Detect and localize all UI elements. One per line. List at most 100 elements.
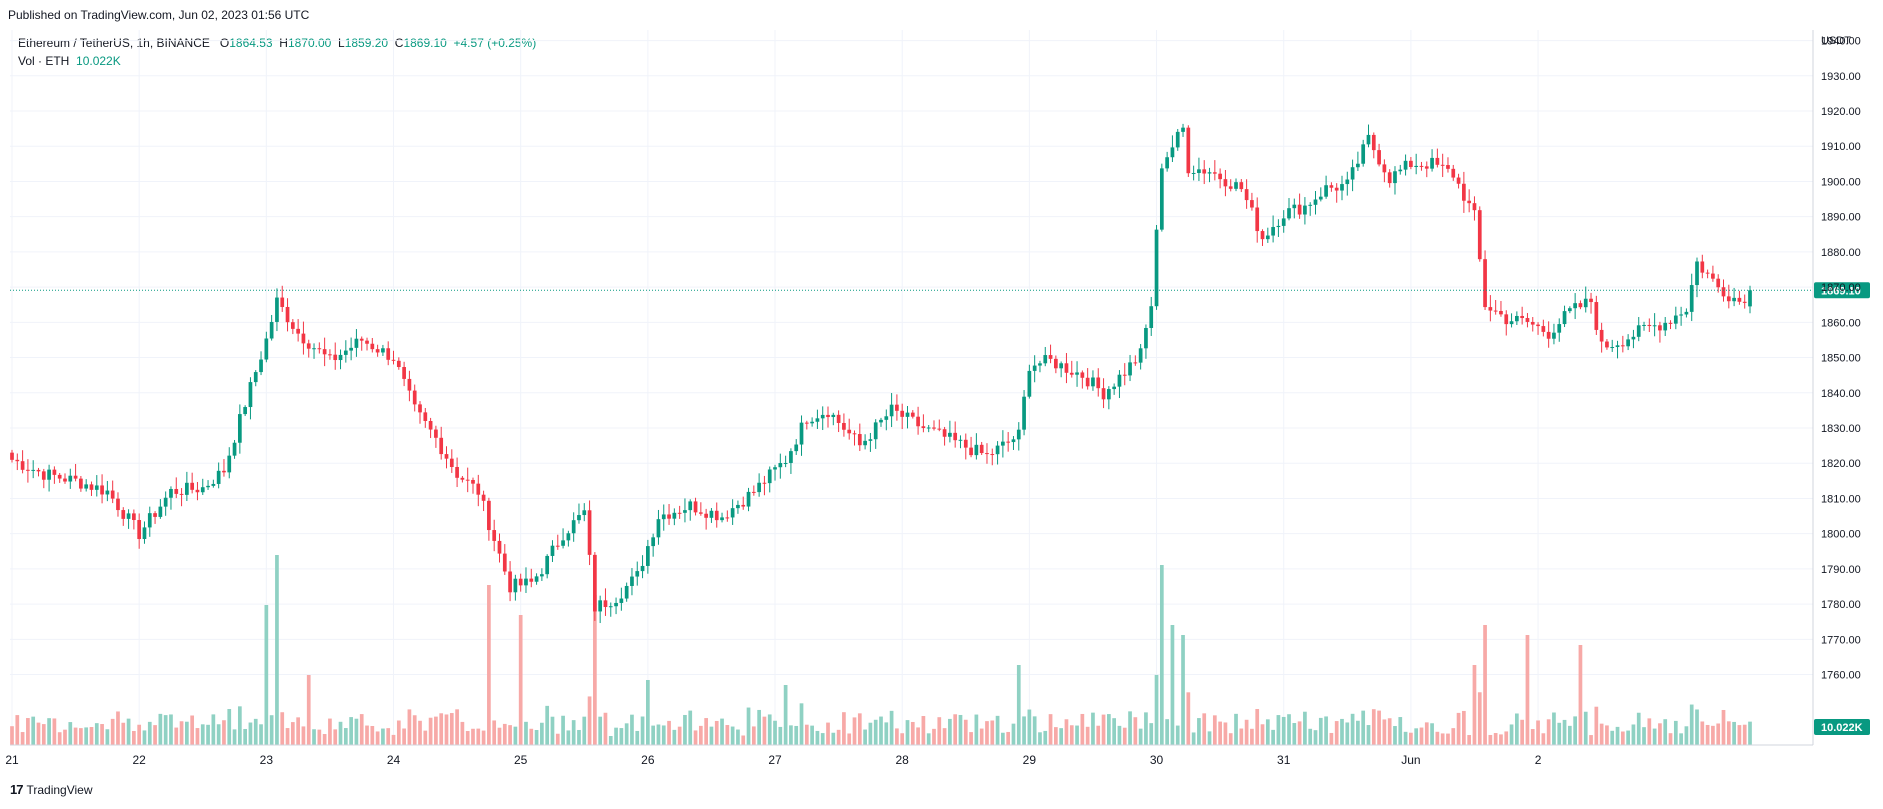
candle-body (730, 508, 735, 518)
candle-body (84, 484, 89, 489)
volume-bar (1181, 635, 1185, 745)
candle-body (1212, 172, 1217, 174)
candle-body (349, 347, 353, 351)
volume-bar (1387, 718, 1392, 745)
candle-body (1154, 229, 1159, 307)
candle-body (100, 485, 104, 495)
candle-body (216, 470, 221, 484)
volume-bar (1043, 730, 1048, 745)
candle-body (1663, 322, 1668, 331)
volume-bar (889, 710, 894, 745)
candle-body (1472, 203, 1477, 211)
volume-bar (402, 728, 406, 745)
volume-bar (593, 595, 597, 745)
candle-body (264, 338, 269, 360)
candle-body (1514, 315, 1519, 322)
candle-body (1271, 227, 1275, 236)
volume-bar (301, 726, 306, 745)
volume-bar (1525, 635, 1530, 745)
candle-body (73, 475, 78, 479)
candle-body (1218, 173, 1222, 180)
last-price-label: 1869.10 (1821, 285, 1861, 297)
candle-body (524, 578, 528, 586)
volume-bar (1255, 709, 1260, 745)
candle-body (608, 606, 613, 608)
footer-brand[interactable]: 17 TradingView (10, 782, 93, 797)
volume-bar (1552, 712, 1556, 745)
candle-body (1530, 321, 1535, 325)
candle-body (1361, 144, 1366, 164)
volume-bar (725, 725, 730, 745)
candle-body (582, 510, 587, 516)
candle-body (1673, 315, 1678, 324)
candle-body (280, 297, 285, 307)
volume-bar (1605, 725, 1609, 745)
price-tick-label: 1860.00 (1821, 317, 1861, 329)
candle-body (1631, 336, 1636, 340)
change-value: +4.57 (+0.25%) (453, 36, 537, 50)
candle-body (1456, 177, 1461, 184)
volume-bar (471, 728, 475, 745)
volume-bar (1419, 727, 1424, 745)
candle-body (1695, 261, 1699, 286)
symbol-name[interactable]: Ethereum / TetherUS, 1h, BINANCE (18, 36, 210, 50)
candle-body (1340, 184, 1344, 191)
candle-body (1117, 374, 1122, 387)
volume-bar (1578, 645, 1583, 745)
candle-body (1250, 200, 1254, 208)
volume-bar (110, 718, 115, 745)
volume-bar (264, 605, 269, 745)
volume-bar (958, 714, 963, 745)
volume-bar (1446, 733, 1450, 745)
volume-bar (1016, 665, 1021, 745)
candle-body (916, 416, 920, 427)
volume-bar (847, 733, 852, 745)
candle-body (1228, 186, 1233, 189)
volume-bar (1673, 720, 1678, 745)
volume-bar (751, 726, 756, 745)
volume-bar (608, 736, 613, 745)
volume-bar (614, 727, 618, 745)
candle-body (439, 437, 444, 455)
candle-body (1684, 311, 1689, 315)
candle-body (195, 489, 200, 493)
candle-body (1265, 235, 1270, 240)
candle-body (1594, 302, 1599, 330)
candle-body (200, 487, 205, 493)
volume-bar (116, 711, 120, 745)
candle-body (1244, 189, 1249, 201)
volume-bar (476, 728, 481, 745)
candle-body (1016, 429, 1021, 440)
volume-bar (1038, 732, 1042, 745)
volume-bar (1239, 728, 1244, 745)
volume-bar (492, 720, 497, 745)
price-chart[interactable]: 1869.10 10.022K 1940.00 1930.00 1920.00 1910… (0, 0, 1883, 780)
candle-body (1578, 303, 1583, 308)
candle-body (476, 483, 481, 495)
candle-body (1080, 372, 1085, 378)
time-axis: 21 22 23 24 25 26 27 28 29 30 31 Jun 2 (5, 744, 1813, 767)
candle-body (963, 439, 968, 448)
candle-body (630, 576, 634, 586)
candle-body (826, 414, 830, 418)
candle-body (63, 478, 67, 482)
volume-bar (746, 707, 751, 745)
candle-body (1159, 168, 1164, 230)
candle-body (465, 479, 470, 481)
volume-bar (1292, 723, 1297, 745)
volume-bar (513, 726, 518, 745)
candle-body (1721, 287, 1726, 297)
volume-bar (1006, 731, 1011, 745)
candle-body (407, 378, 412, 391)
volume-bar (290, 722, 295, 745)
volume-bar (1032, 716, 1037, 745)
volume-bar (359, 714, 364, 745)
price-tick-label: 1910.00 (1821, 141, 1861, 153)
candle-body (110, 490, 115, 499)
candle-body (68, 475, 73, 482)
volume-bar (566, 730, 571, 745)
candle-body (1181, 127, 1185, 132)
volume-label[interactable]: Vol · ETH (18, 54, 70, 68)
candle-body (990, 454, 995, 456)
candle-body (1393, 171, 1397, 184)
